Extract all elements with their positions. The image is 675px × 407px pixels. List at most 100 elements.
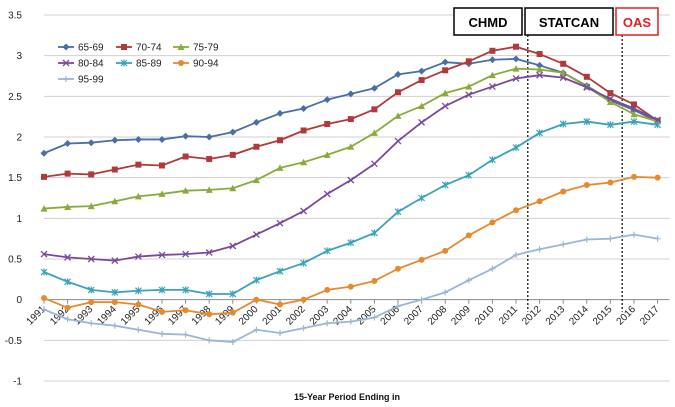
data-point [465, 58, 472, 65]
data-point [182, 331, 189, 338]
data-point [418, 67, 426, 75]
x-tick-label: 2007 [402, 304, 426, 328]
legend-item: 85-89 [116, 59, 162, 70]
x-tick-label: 2013 [544, 304, 568, 328]
data-point [135, 161, 142, 168]
data-point [111, 166, 118, 173]
data-point [134, 135, 142, 143]
data-point [418, 102, 426, 110]
source-box-label: OAS [623, 15, 652, 30]
data-point [252, 176, 260, 184]
data-point [40, 268, 48, 276]
data-point [229, 184, 237, 192]
data-point [205, 249, 213, 256]
data-point [465, 232, 472, 239]
data-point [229, 338, 236, 345]
data-point [606, 98, 614, 106]
data-point [64, 203, 72, 210]
data-point [418, 296, 425, 303]
data-point [488, 156, 496, 164]
data-point [512, 55, 520, 63]
data-point [300, 127, 307, 134]
data-point [41, 173, 47, 180]
data-point [41, 295, 47, 302]
data-point [159, 308, 165, 315]
data-point [323, 190, 331, 198]
data-point [64, 278, 72, 286]
data-point [182, 250, 190, 258]
data-point [134, 192, 142, 200]
data-point [583, 236, 590, 243]
data-point [88, 299, 95, 306]
legend-item: 75-79 [173, 43, 219, 54]
data-point [324, 286, 331, 293]
data-point [630, 105, 638, 112]
series-line [43, 74, 658, 262]
data-point [347, 239, 355, 247]
data-point [512, 144, 520, 152]
data-point [206, 337, 213, 344]
series-65-69 [40, 55, 662, 157]
legend-item: 65-69 [58, 43, 104, 54]
data-point [371, 314, 378, 321]
data-point [442, 289, 449, 296]
x-tick-label: 1997 [166, 304, 190, 328]
y-tick-label: 2.5 [8, 92, 22, 103]
data-point [300, 325, 307, 332]
data-point [111, 322, 118, 329]
data-point [654, 121, 662, 129]
data-point [229, 309, 236, 316]
data-point [158, 190, 166, 197]
data-point [536, 246, 543, 253]
data-point [489, 47, 496, 54]
data-point [512, 74, 520, 82]
data-point [488, 83, 496, 91]
data-point [111, 197, 119, 205]
data-point [64, 140, 72, 148]
legend-label: 85-89 [136, 59, 162, 70]
series-lines [40, 43, 662, 345]
y-tick-label: 1.5 [8, 173, 22, 184]
data-point [441, 89, 449, 97]
legend-item: 80-84 [58, 59, 104, 70]
data-point [111, 257, 119, 265]
data-point [559, 120, 567, 128]
data-point [395, 89, 401, 96]
data-point [229, 128, 237, 136]
data-point [323, 151, 331, 158]
y-tick-label: 0.5 [8, 255, 22, 266]
x-tick-label: 2008 [426, 304, 450, 328]
data-point [40, 205, 48, 212]
legend-label: 95-99 [78, 75, 104, 86]
data-point [63, 76, 69, 82]
data-point [323, 96, 331, 104]
data-point [300, 105, 308, 113]
data-point [182, 187, 190, 194]
data-point [178, 60, 184, 66]
data-point [87, 286, 95, 294]
y-tick-label: 0 [16, 295, 22, 306]
data-point [182, 153, 189, 160]
data-point [536, 61, 544, 69]
data-point [87, 139, 95, 147]
data-point [252, 276, 260, 284]
data-point [370, 229, 378, 237]
data-point [40, 250, 48, 258]
data-point [62, 59, 70, 67]
x-tick-label: 2004 [331, 304, 355, 328]
data-point [300, 207, 308, 215]
y-tick-label: 2 [16, 133, 22, 144]
y-tick-label: 1 [16, 214, 22, 225]
legend-label: 70-74 [136, 43, 162, 54]
y-axis-ticks: -1 -0.5 0 0.5 1 1.5 2 2.5 3 3.5 [5, 11, 23, 388]
data-point [559, 74, 567, 82]
data-point [111, 299, 118, 306]
data-point [394, 70, 402, 78]
data-point [64, 304, 71, 311]
data-point [370, 160, 378, 168]
data-point [40, 149, 48, 157]
period-dividers [527, 15, 623, 312]
data-point [253, 143, 260, 150]
data-point [654, 174, 661, 181]
legend: 65-69 70-74 75-79 80-84 85-89 90-94 95-99 [58, 43, 219, 86]
